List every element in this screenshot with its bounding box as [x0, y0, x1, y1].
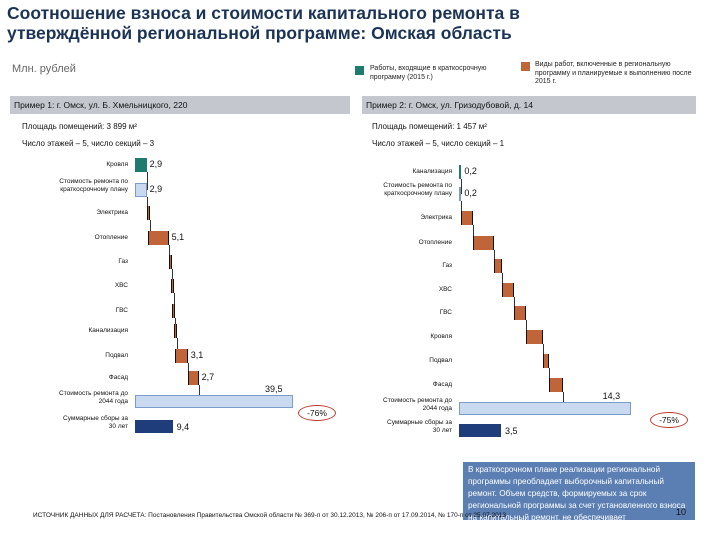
connector-line	[198, 385, 200, 402]
category-label: Газ	[118, 258, 128, 265]
bar-9	[549, 378, 564, 392]
category-label: Фасад	[432, 381, 452, 388]
connector-line	[493, 250, 495, 266]
panel-1-floors: Число этажей – 5, число секций – 3	[22, 139, 155, 148]
category-label: Электрика	[96, 209, 128, 216]
connector-line	[176, 338, 178, 356]
value-label: 3,5	[505, 426, 518, 436]
connector-line	[149, 220, 151, 238]
value-label: 2,7	[201, 372, 215, 382]
category-label: Отопление	[94, 234, 128, 241]
value-label: 3,1	[190, 350, 204, 360]
value-label: 2,9	[149, 159, 163, 169]
bar-6	[514, 306, 527, 320]
bar-7	[526, 330, 543, 344]
category-label: ГВС	[439, 309, 452, 316]
connector-line	[502, 273, 504, 290]
panel-1-header: Пример 1: г. Омск, ул. Б. Хмельницкого, …	[10, 96, 350, 114]
page-title: Соотношение взноса и стоимости капитальн…	[7, 3, 520, 43]
legend-teal-swatch	[355, 66, 364, 75]
category-label: ХВС	[114, 282, 128, 289]
bar-7	[173, 324, 177, 338]
category-label: Отопление	[418, 239, 452, 246]
bar-2	[461, 211, 474, 225]
category-label: Стоимость ремонта по краткосрочному план…	[59, 178, 128, 193]
value-label: 14,3	[602, 391, 621, 401]
bar-0	[459, 165, 462, 179]
bar-6	[172, 304, 176, 318]
category-label: ГВС	[115, 307, 128, 314]
page-number: 10	[676, 507, 687, 517]
connector-line	[461, 201, 463, 218]
bar-10	[459, 402, 631, 415]
category-label: Суммарные сборы за 30 лет	[387, 419, 452, 434]
bar-1	[459, 187, 462, 201]
value-label: 0,2	[464, 166, 477, 176]
bar-1	[135, 183, 147, 197]
connector-line	[526, 320, 528, 337]
legend-teal-label: Работы, входящие в краткосрочную програм…	[370, 65, 487, 81]
category-label: Стоимость ремонта до 2044 года	[383, 397, 452, 412]
category-label: Фасад	[108, 374, 128, 381]
panel-1-area: Площадь помещений: 3 899 м²	[22, 122, 137, 131]
connector-line	[146, 172, 148, 190]
panel-1-change-label: -76%	[298, 405, 336, 421]
legend-brown-swatch	[521, 62, 530, 71]
connector-line	[473, 225, 475, 243]
category-label: Подвал	[105, 352, 128, 359]
legend-brown-label: Виды работ, включенные в региональную пр…	[535, 61, 692, 85]
category-label: Канализация	[88, 327, 129, 334]
connector-line	[168, 245, 170, 262]
units-label: Млн. рублей	[12, 63, 76, 75]
connector-line	[543, 344, 544, 361]
connector-line	[461, 179, 463, 194]
connector-line	[187, 363, 189, 378]
source-note: ИСТОЧНИК ДАННЫХ ДЛЯ РАСЧЕТА: Постановлен…	[33, 512, 506, 519]
value-label: 2,9	[149, 184, 163, 194]
bar-11	[459, 424, 501, 437]
connector-line	[173, 293, 175, 311]
category-label: Электрика	[420, 214, 452, 221]
value-label: 0,2	[464, 188, 477, 198]
connector-line	[146, 197, 148, 213]
bar-8	[543, 354, 549, 368]
category-label: Кровля	[430, 333, 452, 340]
category-label: Суммарные сборы за 30 лет	[63, 415, 128, 430]
connector-line	[171, 269, 173, 286]
bar-4	[493, 259, 503, 273]
bar-9	[187, 371, 199, 385]
bar-0	[135, 158, 147, 172]
category-label: Подвал	[429, 357, 452, 364]
bar-3	[473, 236, 494, 250]
bar-4	[168, 255, 172, 269]
panel-2-header: Пример 2: г. Омск, ул. Гризодубовой, д. …	[362, 96, 696, 114]
panel-2-area: Площадь помещений: 1 457 м²	[372, 122, 487, 131]
bar-5	[502, 283, 515, 297]
bar-10	[135, 395, 293, 408]
category-label: Стоимость ремонта по краткосрочному план…	[383, 182, 452, 197]
connector-line	[563, 392, 565, 409]
panel-2-floors: Число этажей – 5, число секций – 1	[372, 139, 505, 148]
category-label: Канализация	[412, 168, 453, 175]
value-label: 39,5	[265, 384, 283, 394]
panel-2-change-label: -75%	[650, 412, 688, 428]
value-label: 9,4	[176, 422, 190, 432]
category-label: ХВС	[438, 286, 452, 293]
category-label: Газ	[442, 262, 452, 269]
connector-line	[514, 297, 516, 313]
category-label: Стоимость ремонта до 2044 года	[59, 390, 128, 405]
bar-2	[146, 206, 150, 220]
connector-line	[549, 368, 550, 385]
bar-3	[148, 231, 169, 245]
bar-5	[170, 279, 174, 293]
bar-8	[175, 349, 188, 363]
bar-11	[135, 420, 173, 433]
value-label: 5,1	[171, 232, 185, 242]
category-label: Кровля	[106, 161, 128, 168]
